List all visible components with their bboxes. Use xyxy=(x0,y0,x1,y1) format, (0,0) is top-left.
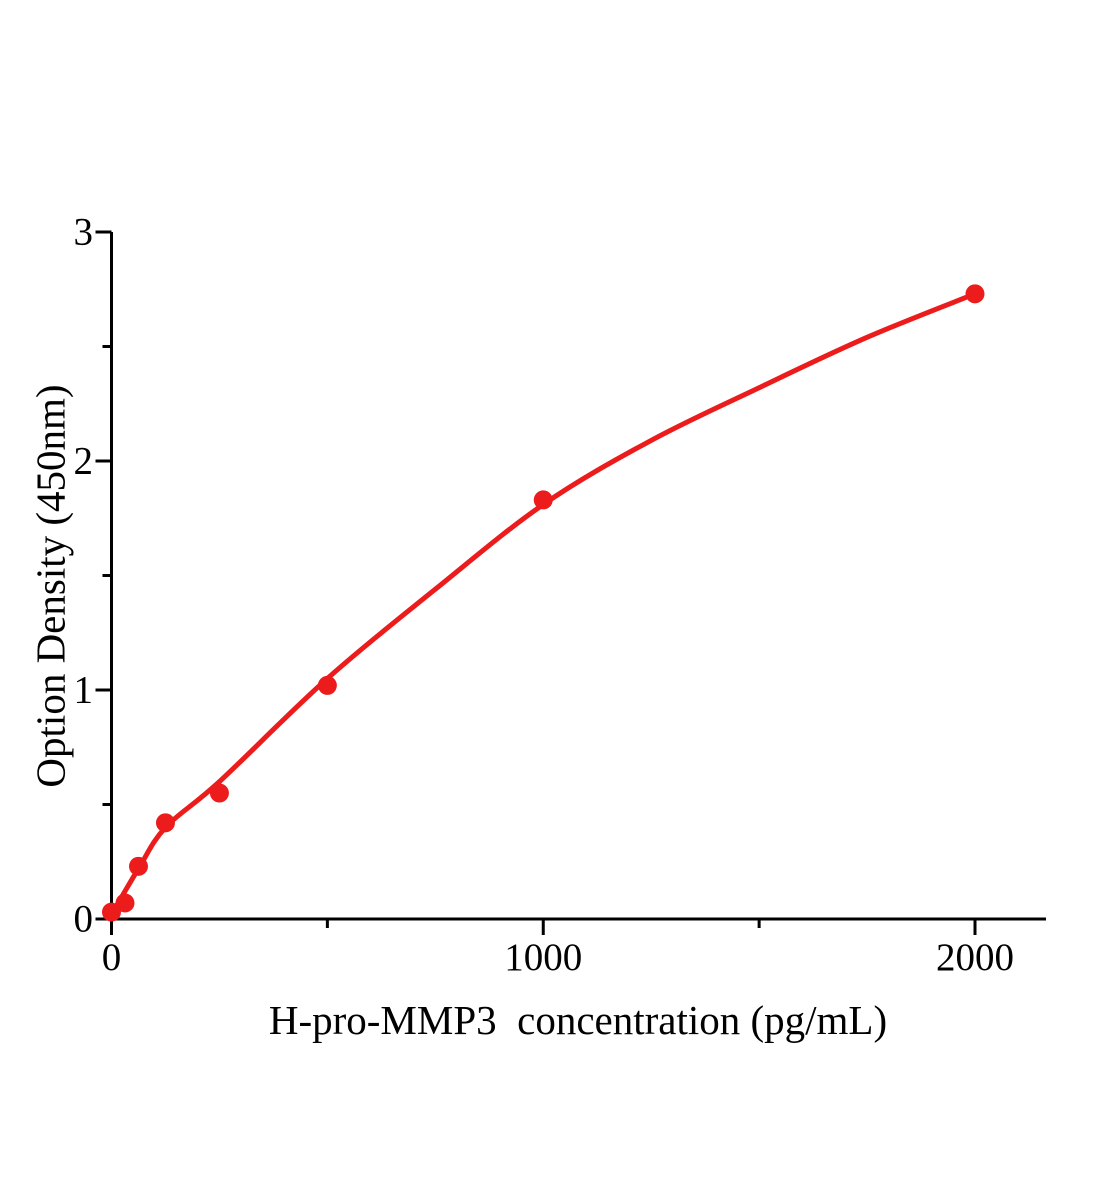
data-point xyxy=(209,783,229,803)
data-point xyxy=(115,893,135,913)
y-tick-label-1: 1 xyxy=(73,668,94,712)
fitted-curve xyxy=(109,291,978,917)
data-point xyxy=(102,902,121,922)
data-point xyxy=(155,813,175,833)
x-tick-label-0: 0 xyxy=(101,936,122,979)
data-point xyxy=(965,284,985,304)
x-tick-label-1000: 1000 xyxy=(504,936,583,979)
y-tick-label-2: 2 xyxy=(73,439,94,483)
x-axis-title: H-pro-MMP3 concentration (pg/mL) xyxy=(268,997,888,1043)
data-point xyxy=(317,675,337,695)
y-tick-label-0: 0 xyxy=(73,897,94,941)
data-point xyxy=(128,856,148,876)
y-tick-label-3: 3 xyxy=(73,210,94,254)
data-point xyxy=(533,490,553,510)
y-axis-title: Option Density (450nm) xyxy=(27,384,74,788)
x-tick-label-2000: 2000 xyxy=(936,936,1014,979)
